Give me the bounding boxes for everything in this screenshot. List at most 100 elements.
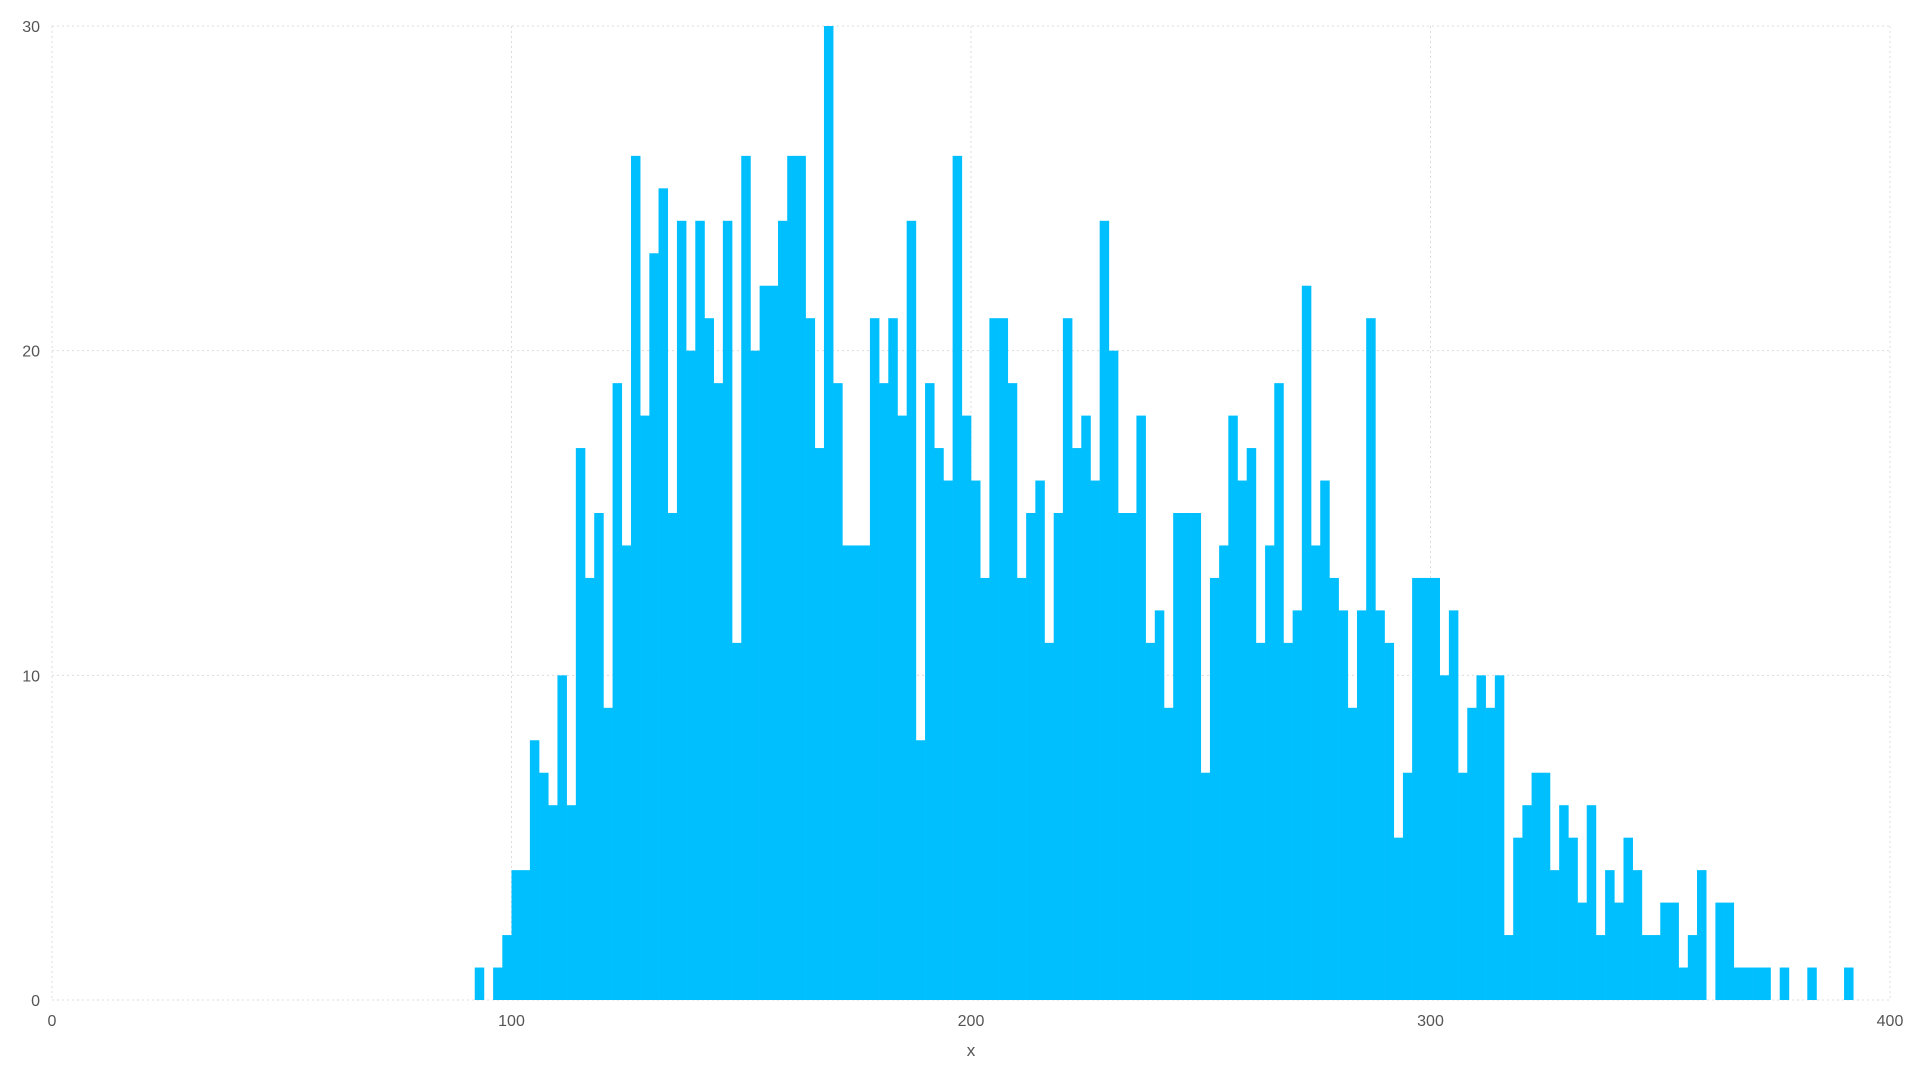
x-tick-label: 300 xyxy=(1417,1013,1444,1030)
histogram-bar xyxy=(575,448,586,1001)
histogram-bar xyxy=(1311,545,1321,1000)
histogram-bar xyxy=(1651,935,1661,1000)
y-tick-label: 30 xyxy=(22,19,40,36)
histogram-bar xyxy=(621,545,632,1000)
histogram-bar xyxy=(1356,610,1367,1000)
histogram-bar xyxy=(1145,642,1156,1000)
histogram-bar xyxy=(1127,513,1137,1000)
histogram-bar xyxy=(493,967,503,1000)
x-axis-title: x xyxy=(967,1041,976,1060)
histogram-bar xyxy=(805,318,816,1000)
histogram-bar xyxy=(502,935,512,1000)
histogram-bar xyxy=(1402,772,1413,1000)
histogram-bar xyxy=(915,740,926,1000)
x-tick-label: 100 xyxy=(498,1013,525,1030)
histogram-bar xyxy=(998,318,1009,1000)
histogram-bar xyxy=(741,155,751,1000)
histogram-bar xyxy=(630,155,641,1000)
histogram-bar xyxy=(823,26,834,1000)
histogram-bars xyxy=(474,26,1854,1001)
histogram-bar xyxy=(897,415,907,1001)
histogram-bar xyxy=(787,155,797,1000)
histogram-bar xyxy=(1154,610,1165,1000)
x-tick-label: 0 xyxy=(48,1013,57,1030)
histogram-bar xyxy=(1752,967,1762,1000)
histogram-bar xyxy=(1099,220,1110,1001)
histogram-bar xyxy=(1081,415,1091,1001)
histogram-bar xyxy=(1375,610,1385,1000)
y-tick-labels: 0 10 20 30 xyxy=(22,19,40,1010)
histogram-bar xyxy=(1007,383,1018,1001)
x-tick-label: 200 xyxy=(958,1013,985,1030)
histogram-bar xyxy=(1568,837,1578,1000)
histogram-bar xyxy=(1366,318,1376,1000)
histogram-bar xyxy=(971,480,981,1000)
histogram-bar xyxy=(1697,870,1707,1000)
histogram-bar xyxy=(612,383,623,1001)
histogram-bar xyxy=(585,577,595,1000)
histogram-bar xyxy=(1504,935,1514,1000)
histogram-bar xyxy=(1595,935,1606,1000)
histogram-bar xyxy=(1016,577,1027,1000)
histogram-bar xyxy=(1623,837,1633,1000)
histogram-bar xyxy=(759,285,770,1000)
histogram-bar xyxy=(1062,318,1073,1000)
histogram-bar xyxy=(1779,967,1790,1000)
histogram-bar xyxy=(768,285,779,1000)
histogram-bar xyxy=(1044,642,1055,1000)
histogram-bar xyxy=(1724,902,1735,1000)
histogram-bar xyxy=(1384,642,1395,1000)
histogram-bar xyxy=(722,220,733,1001)
histogram-bar xyxy=(750,350,760,1001)
histogram-bar xyxy=(1540,772,1551,1000)
histogram-bar xyxy=(1163,707,1174,1000)
histogram-bar xyxy=(1219,545,1229,1000)
histogram-bar xyxy=(1485,707,1496,1000)
histogram-bar xyxy=(667,513,678,1000)
histogram-bar xyxy=(1118,513,1128,1000)
histogram-bar xyxy=(548,805,558,1000)
histogram-bar xyxy=(1742,967,1753,1000)
histogram-bar xyxy=(1191,513,1202,1000)
histogram-bar xyxy=(1274,383,1284,1001)
histogram-bar xyxy=(1669,902,1679,1000)
histogram-bar xyxy=(925,383,935,1001)
histogram-bar xyxy=(1467,707,1477,1000)
histogram-bar xyxy=(1412,577,1422,1000)
histogram-bar xyxy=(952,155,963,1000)
histogram-bar xyxy=(1108,350,1119,1001)
histogram-bar xyxy=(1430,577,1440,1000)
histogram-bar xyxy=(1347,707,1358,1000)
histogram-bar xyxy=(1320,480,1330,1000)
histogram-bar xyxy=(1531,772,1542,1000)
histogram-bar xyxy=(1439,675,1450,1000)
histogram-bar xyxy=(1292,610,1303,1000)
histogram-bar xyxy=(1035,480,1045,1000)
histogram-bar xyxy=(961,415,972,1001)
histogram-bar xyxy=(1614,902,1624,1000)
histogram-bar xyxy=(704,318,714,1000)
histogram-bar xyxy=(649,253,659,1000)
histogram-bar xyxy=(778,220,788,1001)
histogram-bar xyxy=(1522,805,1532,1000)
histogram-bar xyxy=(1807,967,1817,1000)
histogram-bar xyxy=(1338,610,1349,1000)
histogram-bar xyxy=(943,480,953,1000)
histogram-bar xyxy=(676,220,687,1001)
histogram-bar xyxy=(1246,448,1257,1001)
histogram-bar xyxy=(713,383,724,1001)
histogram-bar xyxy=(1283,642,1293,1000)
histogram-bar xyxy=(1586,805,1597,1000)
histogram-bar xyxy=(906,220,917,1001)
histogram-bar xyxy=(1026,513,1036,1000)
histogram-bar xyxy=(1448,610,1459,1000)
histogram-bar xyxy=(1733,967,1744,1000)
histogram-bar xyxy=(1641,935,1652,1000)
histogram-bar xyxy=(1265,545,1275,1000)
histogram-bar xyxy=(529,740,540,1000)
histogram-bar xyxy=(1329,577,1339,1000)
histogram-bar xyxy=(1237,480,1247,1000)
histogram-bar xyxy=(842,545,852,1000)
histogram-bar xyxy=(1632,870,1643,1000)
